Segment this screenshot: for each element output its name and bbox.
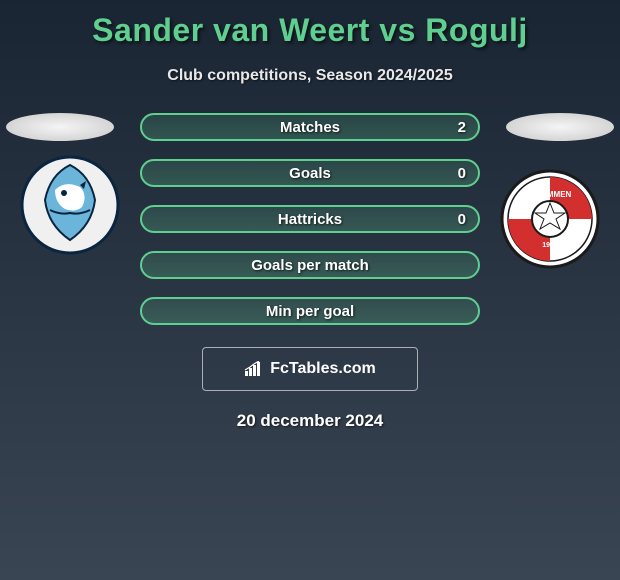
ellipse-shadow-right	[506, 113, 614, 141]
stat-value: 0	[458, 211, 466, 228]
watermark-text: FcTables.com	[270, 360, 376, 378]
stat-row-goals: Goals 0	[140, 159, 480, 187]
stat-value: 0	[458, 165, 466, 182]
stat-row-min-per-goal: Min per goal	[140, 297, 480, 325]
chart-icon	[244, 361, 264, 377]
stat-rows-container: Matches 2 Goals 0 Hattricks 0 Goals per …	[140, 113, 480, 325]
stat-row-goals-per-match: Goals per match	[140, 251, 480, 279]
ellipse-shadow-left	[6, 113, 114, 141]
content-area: FC EMMEN 1925 Matches 2 Goals 0 Hattrick…	[0, 113, 620, 431]
comparison-title: Sander van Weert vs Rogulj	[0, 0, 620, 49]
team-logo-left	[20, 155, 120, 255]
svg-text:1925: 1925	[542, 242, 558, 249]
stat-row-matches: Matches 2	[140, 113, 480, 141]
season-subtitle: Club competitions, Season 2024/2025	[0, 67, 620, 85]
stat-label: Matches	[280, 119, 340, 136]
svg-text:FC EMMEN: FC EMMEN	[529, 190, 572, 199]
watermark-box: FcTables.com	[202, 347, 418, 391]
den-bosch-crest-icon	[20, 155, 120, 255]
date-text: 20 december 2024	[0, 411, 620, 431]
stat-label: Goals per match	[251, 257, 369, 274]
emmen-crest-icon: FC EMMEN 1925	[500, 169, 600, 269]
stat-label: Hattricks	[278, 211, 342, 228]
stat-value: 2	[458, 119, 466, 136]
stat-label: Min per goal	[266, 303, 354, 320]
team-logo-right: FC EMMEN 1925	[500, 169, 600, 269]
stat-label: Goals	[289, 165, 331, 182]
stat-row-hattricks: Hattricks 0	[140, 205, 480, 233]
